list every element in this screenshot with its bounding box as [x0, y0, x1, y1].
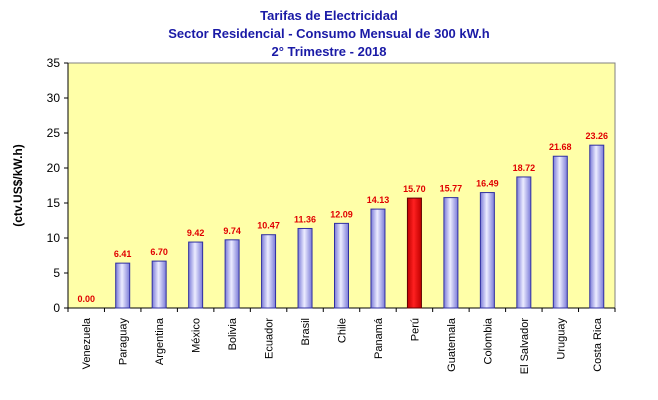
x-tick-label: Colombia	[482, 317, 494, 364]
data-label: 21.68	[549, 142, 572, 152]
bar-8	[370, 208, 386, 309]
bar-10	[443, 197, 459, 309]
data-label: 9.42	[187, 228, 205, 238]
y-tick-label: 5	[53, 266, 60, 280]
chart-title: Tarifas de Electricidad	[260, 8, 398, 23]
y-tick-label: 10	[47, 231, 61, 245]
x-tick-label: Brasil	[300, 318, 312, 346]
data-label: 6.70	[150, 247, 168, 257]
x-tick-label: Bolivia	[227, 317, 239, 350]
y-tick-label: 35	[47, 56, 61, 70]
data-label: 11.36	[294, 214, 316, 224]
bar-11	[479, 192, 495, 309]
y-tick-label: 30	[47, 91, 61, 105]
y-tick-label: 25	[47, 126, 61, 140]
chart-subtitle: Sector Residencial - Consumo Mensual de …	[168, 26, 490, 41]
bar-3	[188, 241, 204, 309]
data-label: 15.70	[403, 184, 426, 194]
data-label: 16.49	[476, 179, 499, 189]
bar-12	[516, 176, 532, 309]
x-tick-label: Guatemala	[446, 317, 458, 372]
bar-1	[115, 262, 131, 309]
x-tick-label: Argentina	[154, 317, 166, 365]
x-tick-label: Chile	[337, 318, 349, 343]
data-label: 0.00	[77, 294, 95, 304]
data-label: 10.47	[257, 221, 280, 231]
bar-4	[224, 239, 240, 309]
data-label: 18.72	[513, 163, 536, 173]
x-tick-label: Paraguay	[118, 318, 130, 366]
x-tick-label: Ecuador	[264, 318, 276, 359]
chart-period: 2° Trimestre - 2018	[271, 44, 387, 59]
data-label: 14.13	[367, 195, 390, 205]
bar-9	[406, 197, 422, 309]
y-tick-label: 20	[47, 161, 61, 175]
bar-14	[589, 144, 605, 309]
bar-2	[151, 260, 167, 309]
bar-7	[334, 222, 349, 309]
x-tick-label: Panamá	[373, 317, 385, 359]
data-label: 9.74	[223, 226, 241, 236]
x-tick-label: El Salvador	[519, 318, 531, 375]
x-tick-label: Uruguay	[555, 318, 567, 360]
y-tick-label: 0	[53, 301, 60, 315]
data-label: 6.41	[114, 249, 132, 259]
data-label: 15.77	[440, 184, 463, 194]
x-tick-label: Costa Rica	[592, 317, 604, 372]
data-label: 23.26	[586, 131, 609, 141]
bar-13	[552, 155, 568, 309]
y-axis-label: (ctv.US$/kW.h)	[11, 144, 25, 226]
y-tick-label: 15	[47, 196, 61, 210]
data-label: 12.09	[330, 209, 353, 219]
x-tick-label: México	[191, 318, 203, 353]
x-tick-label: Venezuela	[81, 317, 93, 369]
x-tick-label: Perú	[409, 318, 421, 341]
bar-6	[297, 227, 313, 309]
bar-5	[261, 234, 277, 309]
